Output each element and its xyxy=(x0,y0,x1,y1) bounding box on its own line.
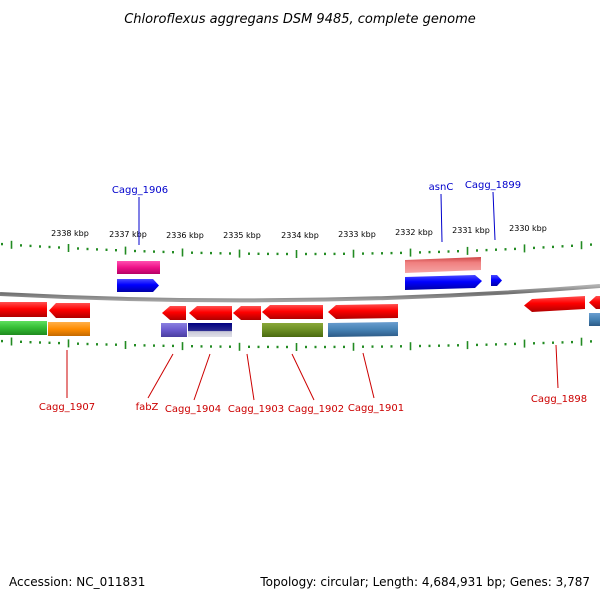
gene-label-cagg-1901[interactable]: Cagg_1901 xyxy=(348,403,404,414)
bottom-gene-labels: Cagg_1907 fabZ Cagg_1904 Cagg_1903 Cagg_… xyxy=(39,344,587,415)
map-title: Chloroflexus aggregans DSM 9485, complet… xyxy=(124,12,476,27)
gene-label-cagg-1902[interactable]: Cagg_1902 xyxy=(288,404,344,415)
leader-line xyxy=(193,353,211,401)
gene-label-cagg-1904[interactable]: Cagg_1904 xyxy=(165,404,221,415)
gene-cagg-1902-arrow[interactable] xyxy=(262,305,323,319)
gene-label-asnc[interactable]: asnC xyxy=(429,182,454,193)
gene-cagg-1898-arrow[interactable] xyxy=(524,296,585,312)
gene-cagg-1899-arrow[interactable] xyxy=(491,275,502,286)
scale-labels: 2338 kbp 2337 kbp 2336 kbp 2335 kbp 2334… xyxy=(51,224,547,240)
gene-asnc-arrow[interactable] xyxy=(405,275,482,290)
gene-asnc-cds[interactable] xyxy=(405,257,481,273)
leader-line xyxy=(362,352,375,399)
gene-cagg-1904-product[interactable] xyxy=(188,323,232,337)
scale-label: 2338 kbp xyxy=(51,229,89,238)
gene-cagg-1908-product[interactable] xyxy=(0,321,47,335)
gene-label-cagg-1898[interactable]: Cagg_1898 xyxy=(531,394,587,405)
gene-cagg-1897-product[interactable] xyxy=(589,313,600,326)
gene-label-fabz[interactable]: fabZ xyxy=(136,402,159,413)
gene-cagg-1901-arrow[interactable] xyxy=(328,304,398,319)
leader-line xyxy=(492,191,496,241)
top-tick-row xyxy=(1,240,592,258)
topology-text: Topology: circular; Length: 4,684,931 bp… xyxy=(259,575,590,589)
scale-label: 2333 kbp xyxy=(338,230,376,239)
gene-cagg-1901-product[interactable] xyxy=(328,322,398,337)
scale-label: 2336 kbp xyxy=(166,231,204,240)
scale-label: 2330 kbp xyxy=(509,224,547,233)
gene-cagg-1906-cds[interactable] xyxy=(117,261,160,274)
leader-line xyxy=(440,193,443,243)
genome-backbone xyxy=(0,284,600,303)
gene-label-cagg-1899[interactable]: Cagg_1899 xyxy=(465,180,521,191)
bottom-tick-row xyxy=(1,337,592,351)
gene-cagg-1904-arrow[interactable] xyxy=(189,306,232,320)
gene-label-cagg-1907[interactable]: Cagg_1907 xyxy=(39,402,95,413)
gene-cagg-1908-arrow[interactable] xyxy=(0,302,47,317)
gene-cagg-1903-arrow[interactable] xyxy=(233,306,261,320)
gene-label-cagg-1903[interactable]: Cagg_1903 xyxy=(228,404,284,415)
leader-line xyxy=(291,353,315,401)
gene-cagg-1907-product[interactable] xyxy=(48,322,90,336)
scale-label: 2332 kbp xyxy=(395,228,433,237)
gene-cagg-1902-product[interactable] xyxy=(262,323,323,337)
gene-label-cagg-1906[interactable]: Cagg_1906 xyxy=(112,185,168,196)
reverse-strand-genes xyxy=(0,296,600,337)
gene-fabz-product[interactable] xyxy=(161,323,187,337)
leader-line xyxy=(555,344,559,389)
forward-strand-genes xyxy=(117,257,502,292)
gene-cagg-1906-arrow[interactable] xyxy=(117,279,159,292)
leader-line xyxy=(246,353,255,401)
accession-text: Accession: NC_011831 xyxy=(9,575,145,589)
scale-label: 2334 kbp xyxy=(281,231,319,240)
gene-fabz-arrow[interactable] xyxy=(162,306,186,320)
scale-label: 2337 kbp xyxy=(109,230,147,239)
scale-label: 2331 kbp xyxy=(452,226,490,235)
gene-cagg-1897-arrow[interactable] xyxy=(589,296,600,309)
top-gene-labels: Cagg_1906 asnC Cagg_1899 xyxy=(112,180,521,245)
leader-line xyxy=(147,353,174,399)
scale-label: 2335 kbp xyxy=(223,231,261,240)
gene-cagg-1907-arrow[interactable] xyxy=(49,303,90,318)
